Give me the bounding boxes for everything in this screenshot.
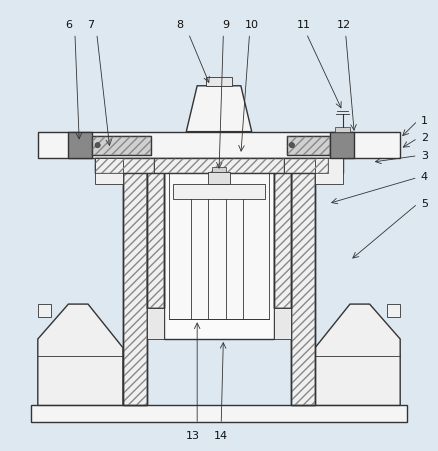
Bar (147, 158, 163, 308)
Bar (153, 158, 285, 173)
Bar (212, 166, 226, 172)
Bar (123, 156, 147, 405)
Bar (287, 137, 330, 155)
Bar (92, 137, 151, 155)
Bar (285, 158, 328, 173)
Bar (287, 137, 330, 155)
Bar (147, 308, 163, 339)
Bar (330, 132, 354, 158)
Text: 13: 13 (186, 431, 200, 441)
Polygon shape (315, 304, 400, 405)
Bar (275, 158, 291, 308)
Bar (147, 158, 163, 308)
Circle shape (289, 143, 294, 148)
Bar (287, 137, 330, 155)
Bar (95, 158, 153, 173)
Bar (208, 172, 230, 184)
Bar (291, 156, 315, 405)
Bar (95, 158, 153, 173)
Bar (169, 171, 269, 319)
Polygon shape (186, 86, 252, 132)
Bar (275, 308, 291, 339)
Bar (275, 158, 291, 308)
Bar (68, 132, 92, 158)
Bar (275, 158, 291, 308)
Bar (291, 156, 315, 405)
Circle shape (95, 143, 100, 148)
Text: 2: 2 (420, 133, 428, 143)
Bar (387, 304, 400, 317)
Bar (173, 184, 265, 199)
Bar (38, 304, 51, 317)
Bar (123, 156, 147, 405)
Text: 7: 7 (87, 20, 94, 30)
Text: 10: 10 (245, 20, 259, 30)
Text: 9: 9 (222, 20, 229, 30)
Text: 1: 1 (421, 116, 428, 126)
Bar (315, 158, 343, 184)
Bar (147, 158, 163, 308)
Polygon shape (38, 304, 123, 405)
Bar (92, 137, 151, 155)
Text: 11: 11 (297, 20, 311, 30)
Bar (163, 158, 275, 339)
Bar (95, 158, 123, 184)
Bar (92, 137, 151, 155)
Text: 12: 12 (336, 20, 350, 30)
Bar (206, 77, 232, 86)
Bar (285, 158, 328, 173)
Text: 4: 4 (420, 172, 428, 183)
Text: 8: 8 (176, 20, 183, 30)
Bar (38, 132, 400, 158)
Text: 6: 6 (65, 20, 72, 30)
Bar (95, 158, 343, 173)
Text: 5: 5 (421, 199, 428, 209)
Bar (335, 127, 350, 132)
Text: 14: 14 (214, 431, 228, 441)
Text: 3: 3 (421, 151, 428, 161)
Bar (291, 156, 315, 405)
Bar (153, 158, 285, 173)
Bar (31, 405, 407, 422)
Bar (123, 156, 147, 405)
